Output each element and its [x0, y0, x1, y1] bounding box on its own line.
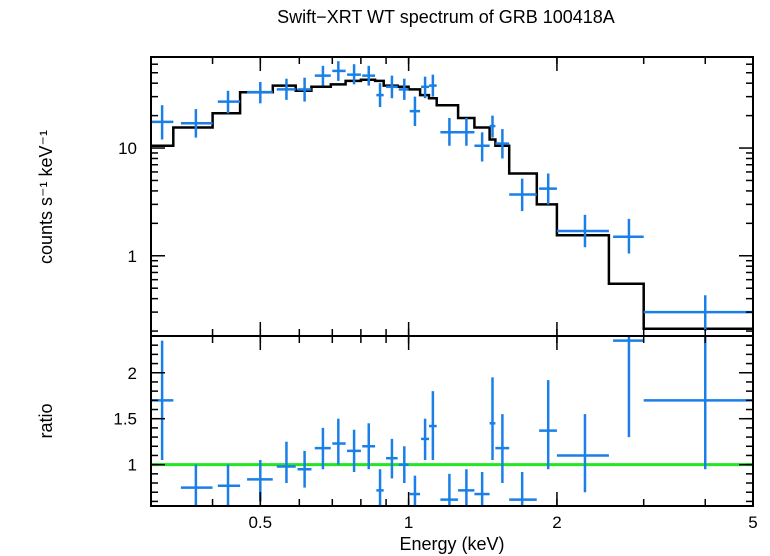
ratio-point-20 — [495, 414, 510, 484]
ratio-point-24 — [613, 336, 644, 438]
spectrum-panel: 1 10 counts s⁻¹ keV⁻¹ — [36, 56, 754, 337]
ratio-point-13 — [409, 475, 421, 506]
x-tick-label-0: 0.5 — [248, 513, 272, 532]
ratio-point-5 — [297, 450, 312, 488]
data-point-22 — [539, 173, 557, 205]
ratio-point-25 — [643, 336, 753, 470]
data-point-7 — [332, 61, 346, 81]
ratio-point-14 — [421, 418, 430, 461]
ratio-point-1 — [180, 464, 213, 506]
data-point-6 — [314, 65, 331, 86]
data-point-17 — [458, 118, 475, 146]
data-point-4 — [276, 78, 296, 100]
model-step-line — [151, 78, 753, 331]
data-point-8 — [347, 64, 361, 85]
ratio-series — [151, 336, 753, 506]
ratio-point-8 — [347, 429, 361, 472]
ratio-point-12 — [398, 446, 409, 484]
spectrum-y-tick-label-0: 1 — [128, 247, 137, 266]
data-point-15 — [429, 74, 437, 97]
data-point-23 — [556, 214, 609, 248]
ratio-y-tick-label-2: 2 — [128, 364, 137, 383]
x-tick-label-3: 5 — [748, 513, 757, 532]
spectrum-y-axis-label: counts s⁻¹ keV⁻¹ — [36, 130, 56, 264]
ratio-point-23 — [556, 414, 609, 493]
ratio-panel: 0.5 1 2 5 1 1.5 2 ratio Energy (keV) — [36, 335, 758, 554]
data-point-2 — [217, 90, 241, 114]
ratio-point-2 — [217, 464, 241, 506]
ratio-point-22 — [539, 380, 557, 470]
ratio-panel-frame — [150, 335, 754, 507]
data-point-19 — [489, 115, 496, 138]
data-point-12 — [398, 78, 409, 100]
data-point-16 — [440, 118, 459, 146]
ratio-axis-ticks: 0.5 1 2 5 1 1.5 2 — [113, 336, 758, 532]
data-point-13 — [409, 96, 421, 127]
ratio-point-4 — [276, 441, 296, 484]
data-point-24 — [613, 218, 644, 254]
ratio-point-17 — [458, 469, 475, 506]
chart-title: Swift−XRT WT spectrum of GRB 100418A — [277, 7, 615, 27]
ratio-point-7 — [332, 418, 346, 465]
data-point-20 — [495, 129, 510, 159]
ratio-y-tick-label-0: 1 — [128, 456, 137, 475]
ratio-point-16 — [440, 473, 459, 506]
data-point-14 — [421, 76, 430, 99]
data-point-1 — [180, 109, 213, 138]
model-series — [151, 78, 753, 331]
ratio-y-axis-label: ratio — [36, 403, 56, 438]
data-point-11 — [386, 75, 398, 99]
ratio-point-6 — [314, 427, 331, 470]
ratio-point-18 — [474, 472, 490, 506]
x-tick-label-1: 1 — [404, 513, 413, 532]
ratio-point-21 — [509, 472, 537, 506]
data-point-3 — [247, 82, 273, 104]
spectrum-y-tick-label-1: 10 — [118, 139, 137, 158]
ratio-point-11 — [386, 438, 398, 479]
data-point-9 — [362, 65, 376, 86]
data-series — [151, 61, 753, 332]
x-tick-label-2: 2 — [552, 513, 561, 532]
data-point-0 — [151, 105, 174, 140]
ratio-y-tick-label-1: 1.5 — [113, 410, 137, 429]
ratio-point-9 — [362, 423, 376, 470]
ratio-point-19 — [489, 377, 496, 461]
data-point-25 — [643, 295, 753, 332]
data-point-18 — [474, 132, 490, 162]
data-point-21 — [509, 178, 537, 212]
x-axis-label: Energy (keV) — [399, 534, 504, 554]
data-point-5 — [297, 77, 312, 102]
ratio-point-10 — [376, 469, 384, 506]
data-point-10 — [376, 83, 384, 108]
ratio-point-15 — [429, 391, 437, 461]
